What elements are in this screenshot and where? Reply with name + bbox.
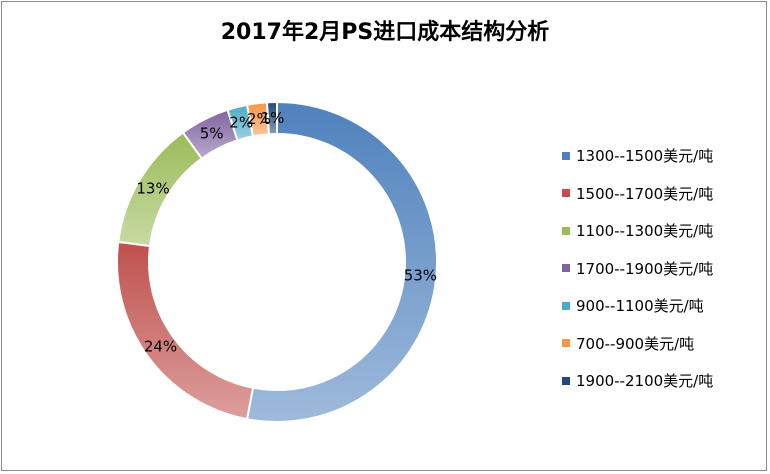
legend-label: 900--1100美元/吨 — [576, 297, 704, 316]
legend-swatch — [562, 151, 570, 160]
donut-slice — [265, 100, 278, 136]
legend-swatch — [562, 264, 570, 273]
data-label: 13% — [136, 180, 169, 198]
legend-label: 1100--1300美元/吨 — [576, 222, 714, 241]
legend-item: 1900--2100美元/吨 — [562, 362, 762, 400]
legend-swatch — [562, 189, 570, 198]
data-label: 24% — [144, 338, 177, 356]
data-label: 1% — [261, 109, 285, 127]
legend-item: 1300--1500美元/吨 — [562, 137, 762, 175]
legend-item: 1500--1700美元/吨 — [562, 175, 762, 213]
legend-label: 1700--1900美元/吨 — [576, 259, 714, 278]
data-label: 53% — [404, 267, 437, 285]
legend-label: 1500--1700美元/吨 — [576, 184, 714, 203]
donut-slice — [245, 100, 438, 423]
data-label: 2% — [229, 114, 253, 132]
data-label: 5% — [200, 125, 224, 143]
legend-item: 900--1100美元/吨 — [562, 287, 762, 325]
legend-item: 1700--1900美元/吨 — [562, 250, 762, 288]
legend-label: 1300--1500美元/吨 — [576, 147, 714, 166]
legend-label: 1900--2100美元/吨 — [576, 372, 714, 391]
legend-swatch — [562, 226, 570, 235]
legend-item: 1100--1300美元/吨 — [562, 212, 762, 250]
chart-title: 2017年2月PS进口成本结构分析 — [220, 20, 550, 45]
chart-legend: 1300--1500美元/吨 1500--1700美元/吨 1100--1300美元… — [562, 137, 762, 400]
legend-swatch — [562, 376, 570, 385]
legend-label: 700--900美元/吨 — [576, 334, 695, 353]
legend-swatch — [562, 339, 570, 348]
data-label: 2% — [247, 110, 271, 128]
legend-swatch — [562, 301, 570, 310]
donut-slice — [116, 240, 255, 421]
legend-item: 700--900美元/吨 — [562, 325, 762, 363]
